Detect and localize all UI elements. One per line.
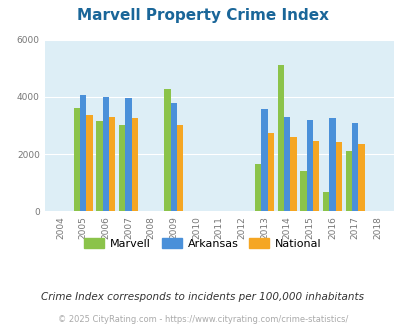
Text: Marvell Property Crime Index: Marvell Property Crime Index <box>77 8 328 23</box>
Bar <box>73 108 80 211</box>
Bar <box>109 117 115 211</box>
Text: Crime Index corresponds to incidents per 100,000 inhabitants: Crime Index corresponds to incidents per… <box>41 292 364 302</box>
Bar <box>345 151 351 211</box>
Bar <box>96 121 102 211</box>
Legend: Marvell, Arkansas, National: Marvell, Arkansas, National <box>80 234 325 253</box>
Bar <box>335 142 341 211</box>
Bar <box>290 137 296 211</box>
Bar <box>277 65 284 211</box>
Bar <box>254 164 261 211</box>
Bar <box>131 118 138 211</box>
Bar <box>261 109 267 211</box>
Bar <box>119 125 125 211</box>
Bar <box>102 97 109 211</box>
Bar <box>86 115 92 211</box>
Bar <box>164 89 170 211</box>
Bar <box>177 125 183 211</box>
Bar <box>267 133 273 211</box>
Bar <box>80 95 86 211</box>
Bar <box>284 117 290 211</box>
Bar <box>312 141 319 211</box>
Bar <box>358 144 364 211</box>
Bar <box>351 123 358 211</box>
Bar <box>300 171 306 211</box>
Bar <box>322 192 328 211</box>
Bar <box>125 98 131 211</box>
Bar <box>328 118 335 211</box>
Text: © 2025 CityRating.com - https://www.cityrating.com/crime-statistics/: © 2025 CityRating.com - https://www.city… <box>58 315 347 324</box>
Bar <box>306 120 312 211</box>
Bar <box>170 103 177 211</box>
